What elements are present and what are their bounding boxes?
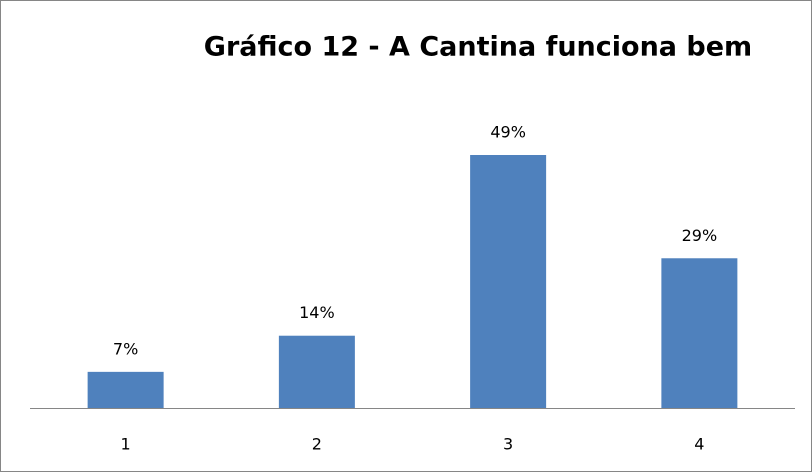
x-tick-label: 3 — [503, 435, 513, 454]
data-label: 14% — [299, 303, 335, 322]
bar — [278, 335, 355, 408]
bar — [87, 371, 164, 408]
bar — [661, 258, 738, 408]
chart-title: Gráfico 12 - A Cantina funciona bem — [204, 32, 752, 63]
bar — [470, 155, 547, 408]
data-label: 7% — [113, 339, 138, 358]
x-tick-label: 4 — [694, 435, 704, 454]
x-tick-label: 1 — [121, 435, 131, 454]
data-label: 29% — [682, 226, 718, 245]
x-tick-label: 2 — [312, 435, 322, 454]
data-label: 49% — [490, 123, 526, 142]
